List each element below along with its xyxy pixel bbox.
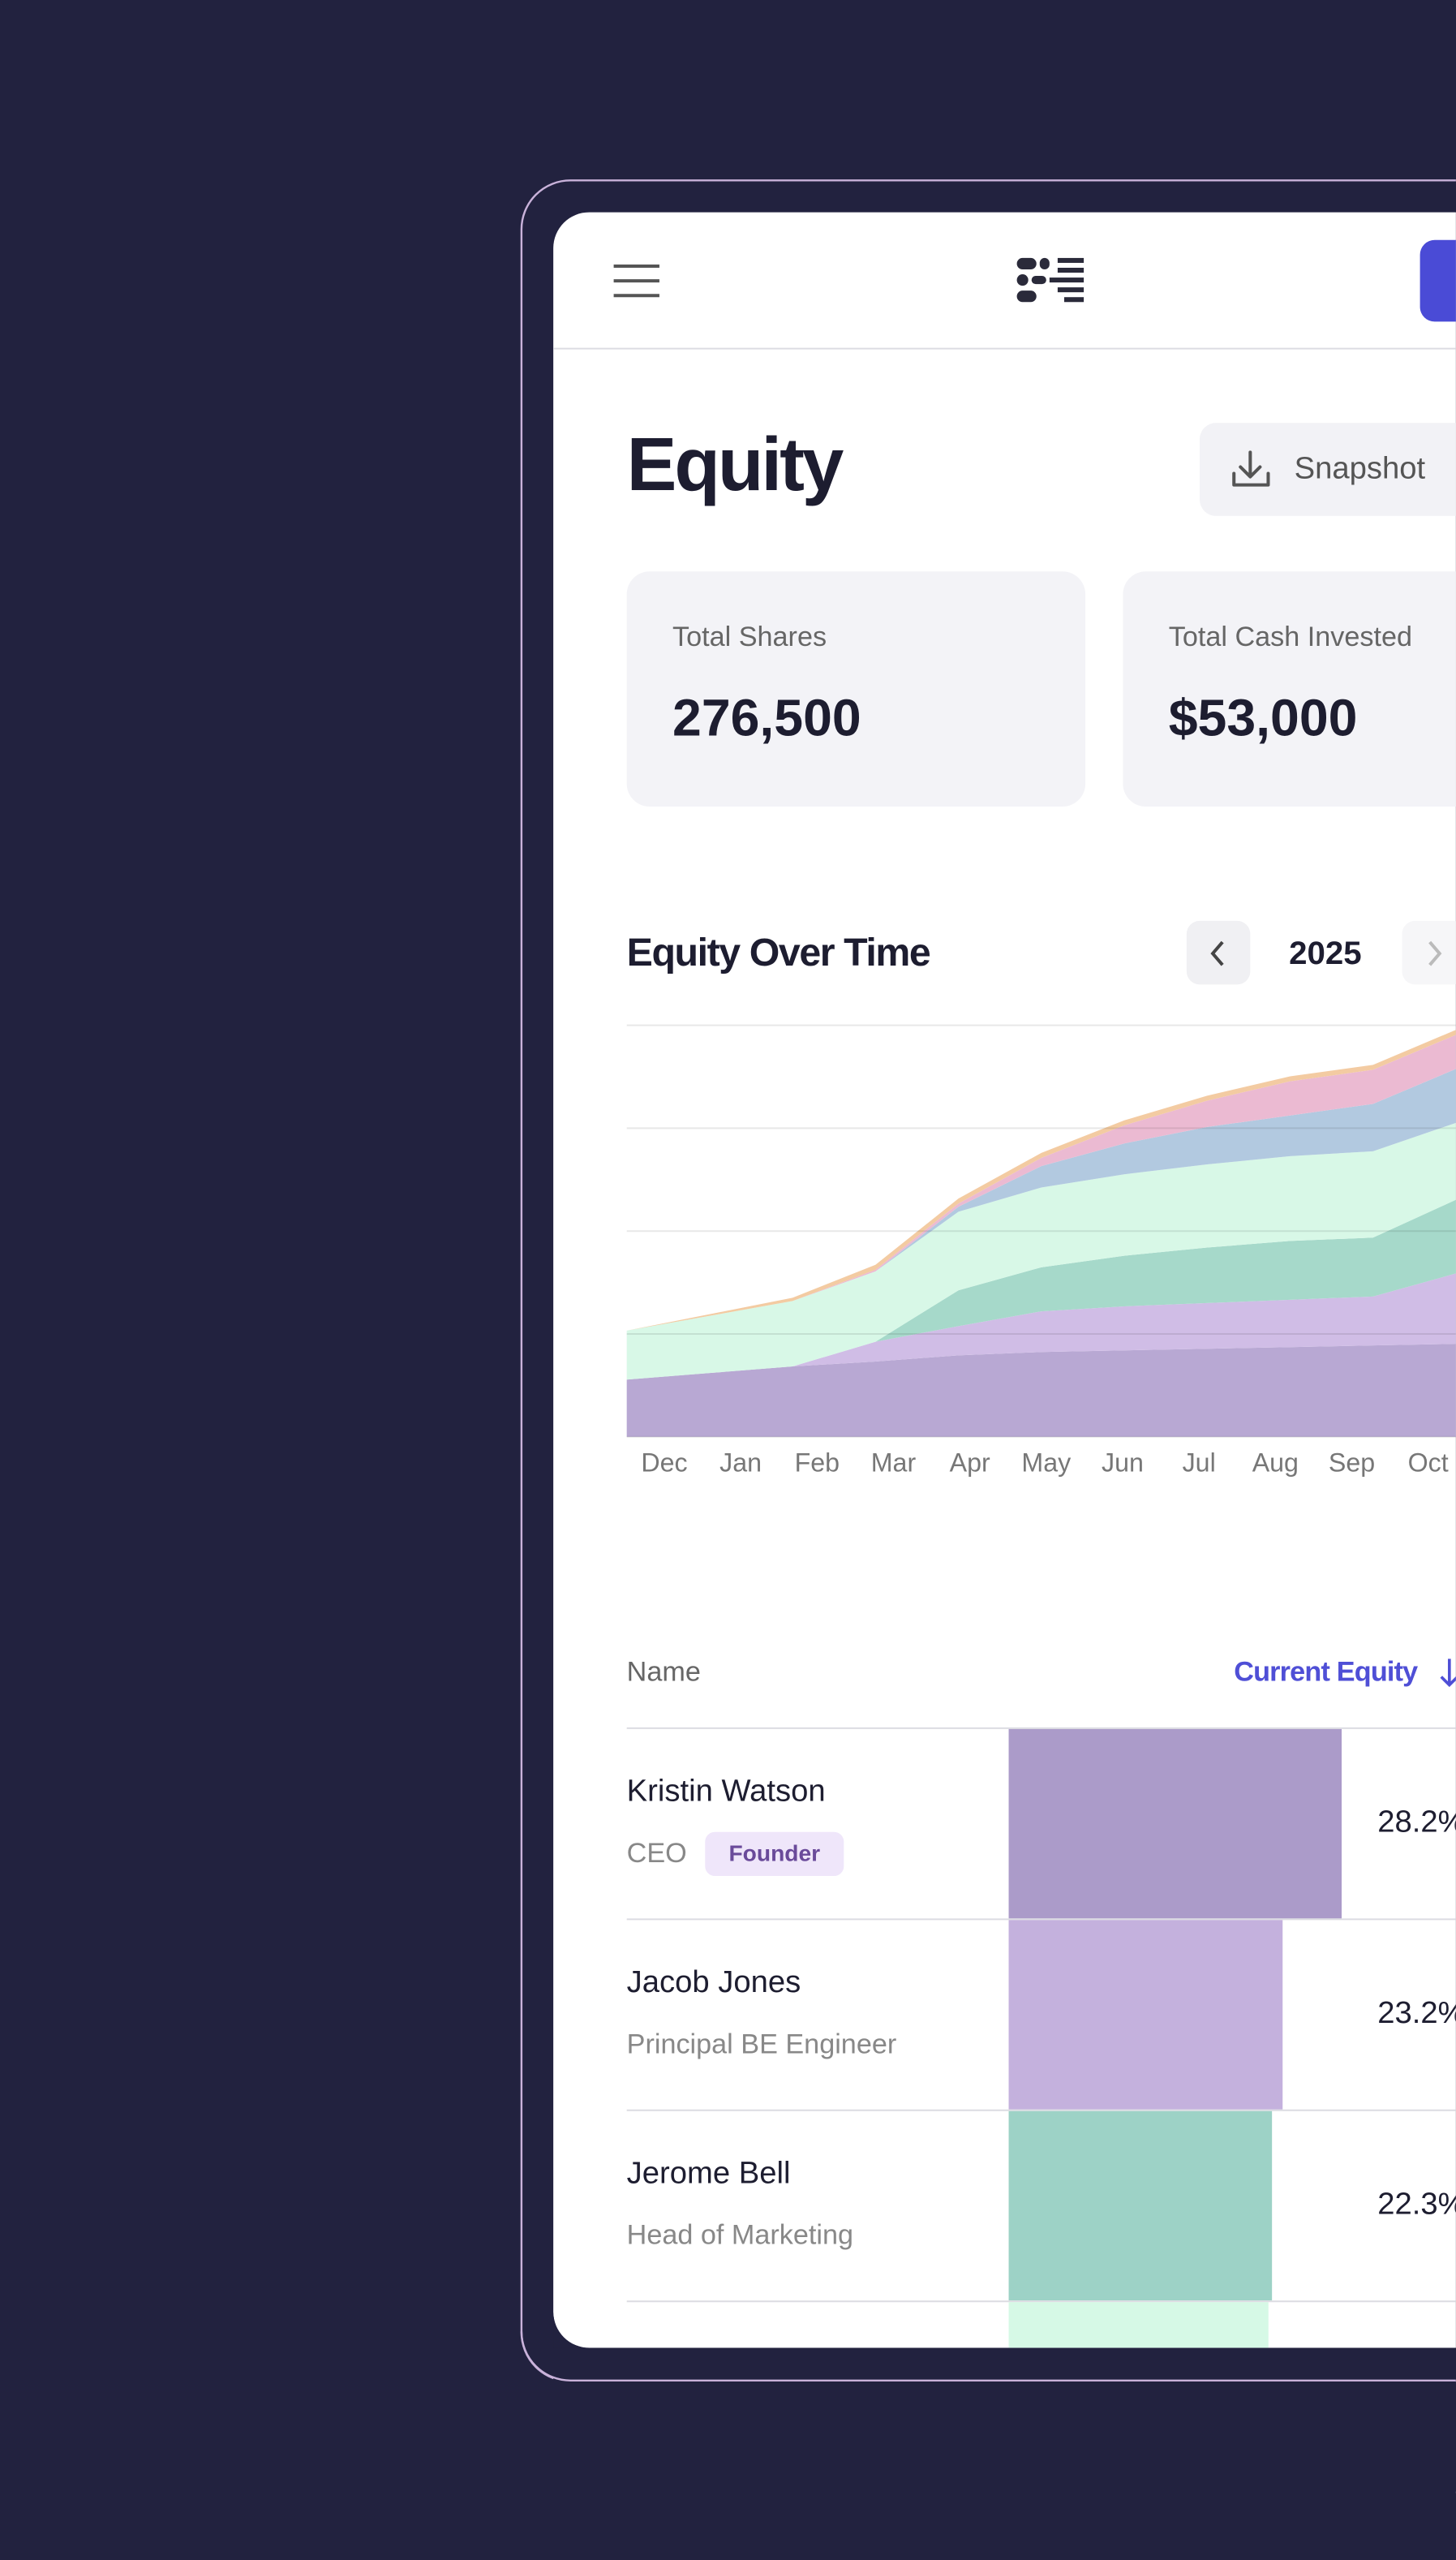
x-tick-label: Jun xyxy=(1102,1448,1144,1477)
equity-label: 23.2% xyxy=(1377,1995,1456,2030)
snapshot-button[interactable]: Snapshot xyxy=(1199,423,1456,516)
x-tick-label: Sep xyxy=(1329,1448,1375,1477)
logo-part xyxy=(1057,268,1084,273)
person-name: Jerome Bell xyxy=(627,2155,791,2190)
person-role: Head of Marketing xyxy=(627,2220,853,2251)
person-role: CEO xyxy=(627,1838,687,1869)
card-bottom-mask xyxy=(553,2347,1456,2560)
x-tick-label: Oct xyxy=(1408,1448,1449,1477)
stat-label: Total Cash Invested xyxy=(1169,622,1412,652)
area xyxy=(626,1273,1456,1380)
logo-part xyxy=(1049,278,1084,283)
logo-part xyxy=(1016,290,1037,303)
page-title: Equity xyxy=(627,422,844,506)
area xyxy=(626,1199,1456,1380)
chevron xyxy=(1428,940,1442,966)
person-role: Principal BE Engineer xyxy=(627,2029,897,2059)
equity-bar xyxy=(1008,1920,1283,2110)
logo-part xyxy=(1031,276,1046,285)
equity-label: 22.3% xyxy=(1377,2187,1456,2222)
logo-part xyxy=(1039,257,1050,270)
stat-card xyxy=(626,571,1086,807)
area xyxy=(626,1344,1456,1437)
chart: Dec Jan Feb Mar Apr May Jun Jul Aug Sep Oct xyxy=(626,1024,1456,1477)
chevron xyxy=(1210,940,1224,966)
prev-year[interactable] xyxy=(1186,920,1251,985)
x-tick-label: Jan xyxy=(719,1448,762,1477)
x-tick-label: Apr xyxy=(950,1448,990,1477)
year: 2025 xyxy=(1289,935,1362,971)
logo[interactable] xyxy=(1016,257,1084,303)
area xyxy=(626,1035,1456,1331)
badge xyxy=(705,1831,844,1877)
x-tick-label: Mar xyxy=(871,1448,917,1477)
stat-value: $53,000 xyxy=(1169,688,1358,746)
x-tick-label: May xyxy=(1021,1448,1072,1477)
card-corner xyxy=(553,2312,590,2348)
next-year[interactable] xyxy=(1402,920,1456,985)
menu-button[interactable] xyxy=(613,264,659,298)
stat-card xyxy=(1123,571,1456,807)
logo-part xyxy=(1057,257,1084,263)
logo-part xyxy=(1016,257,1037,270)
area xyxy=(626,1122,1456,1380)
table: Kristin Watson CEO Founder 28.2% Jacob Jones… xyxy=(627,1727,1456,2493)
stat-label: Total Shares xyxy=(672,622,827,652)
download-icon xyxy=(1232,450,1270,487)
equity-bar xyxy=(1008,2110,1273,2301)
equity-bar xyxy=(1008,1728,1342,1919)
logo-part xyxy=(1057,287,1084,293)
x-tick-label: Dec xyxy=(641,1448,687,1477)
sort-icon[interactable] xyxy=(1440,1659,1456,1688)
chart-title: Equity Over Time xyxy=(627,931,930,975)
equity-label: 28.2% xyxy=(1377,1805,1456,1839)
person-name: Jacob Jones xyxy=(627,1964,801,1999)
button-bg xyxy=(1199,423,1456,516)
primary-button[interactable] xyxy=(1419,239,1456,322)
frame-bottom xyxy=(520,2331,1456,2381)
logo-part xyxy=(1016,274,1029,286)
x-tick-label: Jul xyxy=(1183,1448,1216,1477)
column-header[interactable]: Current Equity xyxy=(1234,1657,1419,1688)
stat-value: 276,500 xyxy=(672,688,861,746)
x-tick-label: Feb xyxy=(795,1448,840,1477)
button-label: Snapshot xyxy=(1295,451,1426,486)
badge-label: Founder xyxy=(728,1839,820,1865)
logo-part xyxy=(1063,297,1084,303)
column-header: Name xyxy=(627,1657,701,1688)
person-name: Kristin Watson xyxy=(627,1773,826,1808)
x-tick-label: Aug xyxy=(1252,1448,1299,1477)
area xyxy=(626,1069,1456,1331)
